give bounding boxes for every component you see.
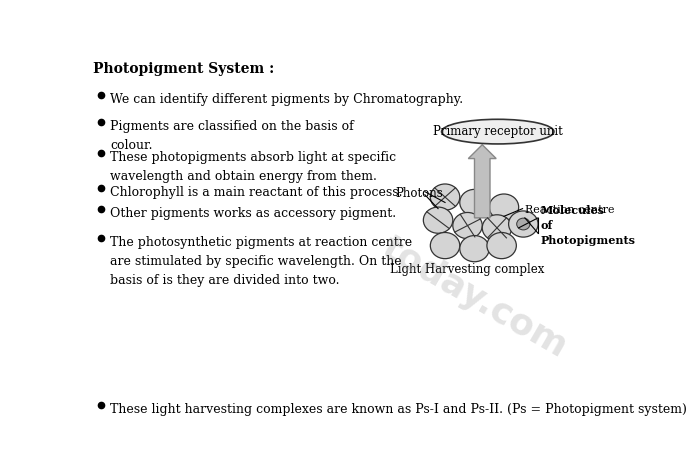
Ellipse shape	[509, 211, 538, 237]
Ellipse shape	[460, 235, 489, 262]
Polygon shape	[468, 145, 496, 218]
Text: These photopigments absorb light at specific
wavelength and obtain energy from t: These photopigments absorb light at spec…	[110, 151, 397, 183]
Text: today.com: today.com	[376, 230, 574, 364]
Text: Pigments are classified on the basis of
colour.: Pigments are classified on the basis of …	[110, 120, 354, 152]
Ellipse shape	[487, 233, 516, 259]
Text: Primary receptor unit: Primary receptor unit	[433, 125, 562, 138]
Text: Photons: Photons	[395, 187, 443, 200]
Text: Photopigment System :: Photopigment System :	[93, 62, 274, 76]
Ellipse shape	[430, 184, 460, 210]
Ellipse shape	[441, 119, 554, 144]
Text: The photosynthetic pigments at reaction centre
are stimulated by specific wavele: The photosynthetic pigments at reaction …	[110, 235, 412, 286]
Ellipse shape	[460, 190, 489, 216]
Ellipse shape	[430, 233, 460, 259]
Text: Chlorophyll is a main reactant of this process.: Chlorophyll is a main reactant of this p…	[110, 185, 403, 198]
Ellipse shape	[489, 194, 519, 220]
Text: These light harvesting complexes are known as Ps-I and Ps-II. (Ps = Photopigment: These light harvesting complexes are kno…	[110, 402, 687, 416]
Ellipse shape	[516, 218, 530, 230]
Ellipse shape	[423, 207, 453, 233]
Text: Reaction centre: Reaction centre	[525, 205, 615, 215]
Text: Molecules
of
Photopigments: Molecules of Photopigments	[540, 205, 635, 246]
Ellipse shape	[453, 212, 482, 239]
Text: Light Harvesting complex: Light Harvesting complex	[390, 263, 544, 276]
Ellipse shape	[482, 215, 512, 241]
Text: Other pigments works as accessory pigment.: Other pigments works as accessory pigmen…	[110, 207, 397, 220]
Text: We can identify different pigments by Chromatography.: We can identify different pigments by Ch…	[110, 93, 464, 106]
